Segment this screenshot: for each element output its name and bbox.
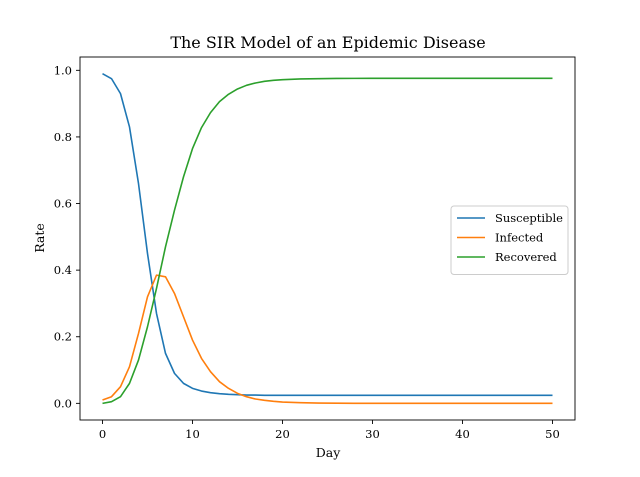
legend-label-susceptible: Susceptible	[495, 211, 563, 225]
y-tick-label: 0.8	[54, 130, 72, 144]
y-tick-label: 0.4	[54, 263, 72, 277]
legend-label-recovered: Recovered	[495, 250, 557, 264]
y-axis-label: Rate	[32, 223, 47, 253]
series-lines	[102, 72, 553, 405]
x-axis-label: Day	[316, 445, 341, 460]
x-tick-label: 30	[365, 427, 380, 441]
legend: Susceptible Infected Recovered	[450, 205, 569, 275]
x-tick-label: 40	[455, 427, 470, 441]
x-tick-label: 50	[545, 427, 560, 441]
x-tick-label: 20	[275, 427, 290, 441]
y-tick-label: 0.2	[54, 330, 72, 344]
series-line-infected	[102, 274, 553, 405]
series-line-susceptible	[102, 72, 553, 397]
plot-frame	[79, 56, 576, 421]
legend-label-infected: Infected	[495, 231, 544, 245]
series-line-recovered	[102, 77, 553, 405]
y-tick-label: 0.6	[54, 197, 72, 211]
y-tick-label: 0.0	[54, 396, 72, 410]
x-tick-label: 10	[185, 427, 200, 441]
x-ticks: 0 10 20 30 40 50	[99, 420, 560, 441]
x-tick-label: 0	[99, 427, 106, 441]
y-tick-label: 1.0	[54, 63, 72, 77]
y-ticks: 0.0 0.2 0.4 0.6 0.8 1.0	[54, 63, 80, 410]
chart-title: The SIR Model of an Epidemic Disease	[170, 33, 485, 52]
